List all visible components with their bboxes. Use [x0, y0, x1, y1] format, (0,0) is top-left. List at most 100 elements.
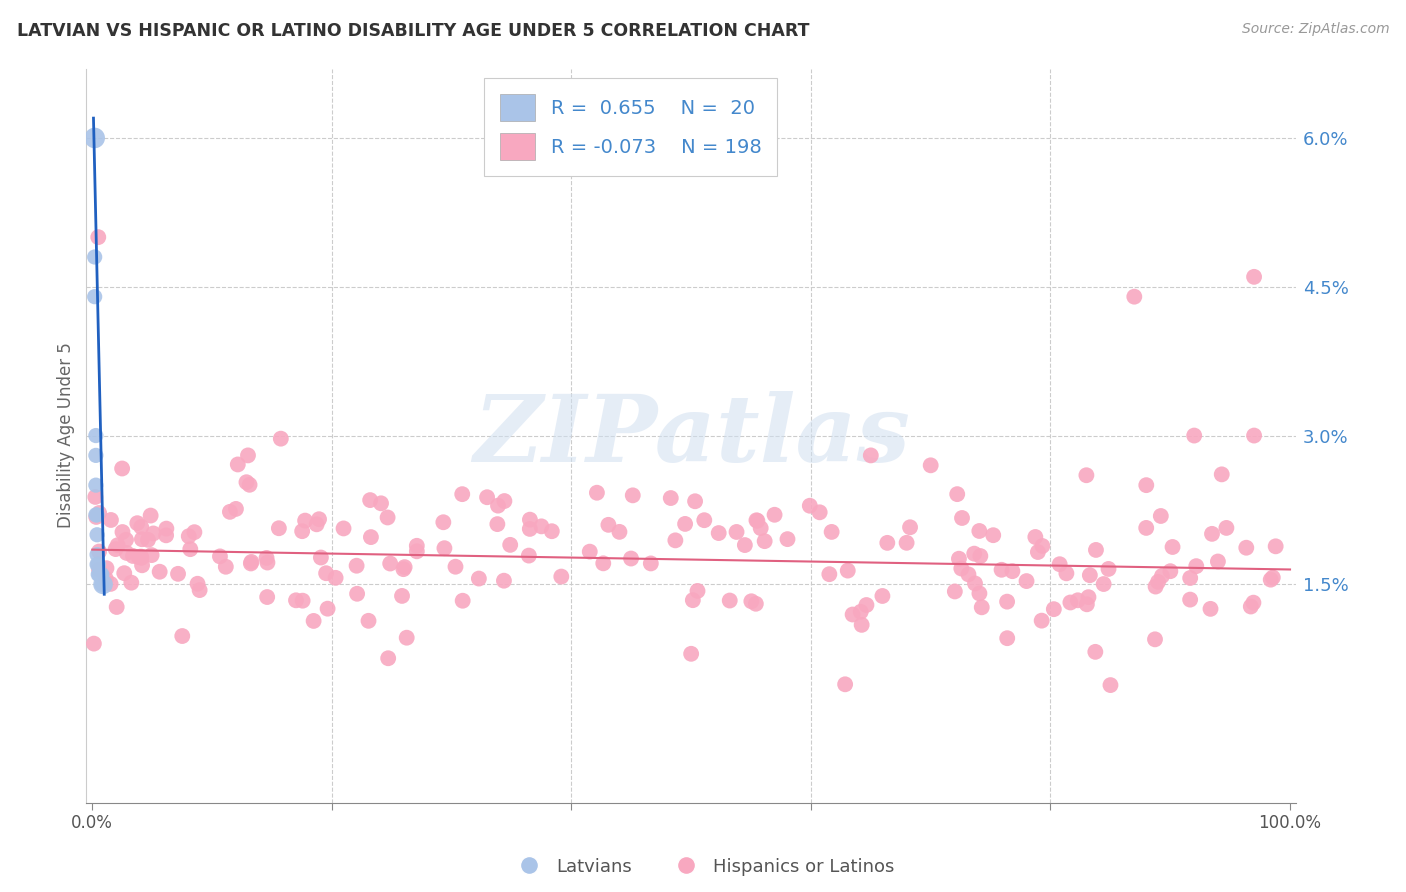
- Point: [592, 557, 614, 571]
- Point: [394, 560, 416, 574]
- Point: [1144, 580, 1167, 594]
- Point: [238, 477, 260, 491]
- Point: [681, 647, 703, 661]
- Point: [90, 567, 112, 582]
- Point: [519, 513, 541, 527]
- Point: [841, 607, 863, 622]
- Point: [950, 511, 973, 525]
- Point: [963, 547, 986, 561]
- Point: [799, 499, 821, 513]
- Point: [136, 533, 159, 547]
- Point: [360, 530, 382, 544]
- Point: [494, 494, 516, 508]
- Point: [1043, 602, 1066, 616]
- Point: [620, 551, 643, 566]
- Point: [142, 526, 165, 541]
- Point: [754, 534, 776, 549]
- Point: [995, 594, 1018, 608]
- Point: [84, 428, 107, 442]
- Point: [188, 583, 211, 598]
- Point: [302, 614, 325, 628]
- Point: [686, 583, 709, 598]
- Point: [391, 589, 413, 603]
- Point: [1215, 521, 1237, 535]
- Point: [267, 521, 290, 535]
- Point: [87, 558, 110, 572]
- Point: [970, 600, 993, 615]
- Point: [377, 651, 399, 665]
- Point: [377, 510, 399, 524]
- Point: [1059, 595, 1081, 609]
- Point: [990, 563, 1012, 577]
- Point: [129, 520, 152, 534]
- Point: [111, 461, 134, 475]
- Point: [818, 567, 841, 582]
- Point: [291, 593, 314, 607]
- Point: [89, 506, 111, 520]
- Point: [1159, 564, 1181, 578]
- Point: [357, 614, 380, 628]
- Point: [87, 563, 110, 577]
- Point: [380, 557, 402, 571]
- Point: [1199, 602, 1222, 616]
- Point: [86, 548, 108, 562]
- Point: [1031, 539, 1053, 553]
- Point: [285, 593, 308, 607]
- Point: [1015, 574, 1038, 588]
- Point: [444, 559, 467, 574]
- Point: [969, 524, 991, 538]
- Point: [122, 549, 145, 563]
- Point: [1150, 508, 1173, 523]
- Point: [1243, 428, 1265, 442]
- Point: [837, 564, 859, 578]
- Point: [90, 567, 112, 582]
- Point: [981, 528, 1004, 542]
- Point: [240, 555, 263, 569]
- Point: [104, 542, 127, 557]
- Point: [433, 541, 456, 556]
- Point: [1024, 530, 1046, 544]
- Point: [100, 577, 122, 591]
- Point: [740, 594, 762, 608]
- Point: [1084, 645, 1107, 659]
- Point: [749, 521, 772, 535]
- Point: [849, 605, 872, 619]
- Point: [492, 574, 515, 588]
- Point: [1150, 569, 1173, 583]
- Point: [86, 508, 108, 522]
- Point: [346, 558, 368, 573]
- Point: [451, 487, 474, 501]
- Point: [1097, 562, 1119, 576]
- Point: [969, 586, 991, 600]
- Point: [172, 629, 194, 643]
- Point: [808, 505, 831, 519]
- Text: LATVIAN VS HISPANIC OR LATINO DISABILITY AGE UNDER 5 CORRELATION CHART: LATVIAN VS HISPANIC OR LATINO DISABILITY…: [17, 22, 810, 40]
- Text: Source: ZipAtlas.com: Source: ZipAtlas.com: [1241, 22, 1389, 37]
- Point: [950, 561, 973, 575]
- Point: [219, 505, 242, 519]
- Point: [359, 493, 381, 508]
- Point: [325, 571, 347, 585]
- Point: [1031, 614, 1053, 628]
- Point: [87, 558, 110, 572]
- Point: [225, 502, 247, 516]
- Point: [432, 515, 454, 529]
- Point: [107, 538, 129, 552]
- Point: [86, 558, 108, 572]
- Point: [621, 488, 644, 502]
- Point: [131, 550, 153, 565]
- Point: [718, 593, 741, 607]
- Point: [86, 528, 108, 542]
- Point: [155, 528, 177, 542]
- Point: [149, 565, 172, 579]
- Point: [734, 538, 756, 552]
- Point: [475, 490, 498, 504]
- Point: [1211, 467, 1233, 482]
- Point: [896, 536, 918, 550]
- Point: [1260, 573, 1282, 587]
- Point: [256, 550, 278, 565]
- Point: [1026, 545, 1049, 559]
- Point: [111, 524, 134, 539]
- Point: [94, 572, 117, 586]
- Point: [256, 556, 278, 570]
